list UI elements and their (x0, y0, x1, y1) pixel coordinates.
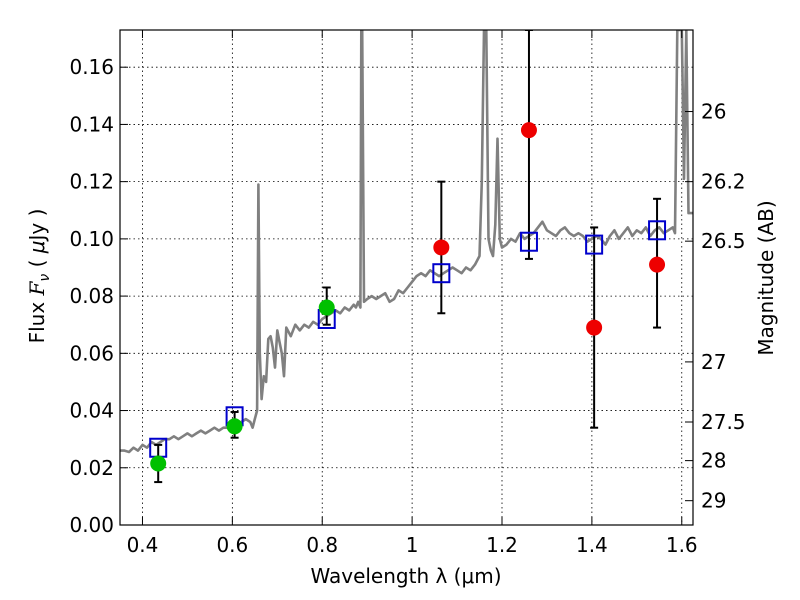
right-tick-label-4: 27.5 (701, 410, 746, 434)
y-tick-label-6: 0.12 (69, 170, 114, 194)
x-tick-label-5: 1.4 (576, 533, 608, 557)
detection-point-2 (318, 299, 335, 316)
plot-frame (119, 29, 694, 526)
right-tick-label-5: 28 (701, 449, 726, 473)
axes (119, 29, 694, 526)
y-label-symbol: F (25, 280, 49, 296)
y-tick-label-7: 0.14 (69, 112, 114, 136)
x-tick-label-2: 0.8 (306, 533, 338, 557)
right-axis-label: Magnitude (AB) (754, 200, 778, 355)
x-tick-label-6: 1.6 (666, 533, 698, 557)
y-tick-label-4: 0.08 (69, 284, 114, 308)
model-photometry-square-6 (648, 220, 667, 241)
model-photometry-square-3 (432, 263, 451, 284)
y-tick-label-5: 0.10 (69, 227, 114, 251)
right-tick-label-1: 26.2 (701, 170, 746, 194)
y-tick-label-0: 0.00 (69, 513, 114, 537)
y-label-unit-open: ( (25, 253, 49, 274)
right-tick-label-0: 26 (701, 100, 726, 124)
y-axis-label: Flux Fν ( μJy ) (25, 209, 53, 344)
grid (120, 30, 693, 525)
nir-point-0 (433, 239, 450, 256)
nir-point-2 (586, 319, 603, 336)
y-tick-label-1: 0.02 (69, 456, 114, 480)
spectrum-line (120, 30, 693, 454)
right-tick-label-3: 27 (701, 350, 726, 374)
nir-point-3 (649, 256, 666, 273)
x-tick-label-1: 0.6 (216, 533, 248, 557)
x-tick-label-4: 1.2 (486, 533, 518, 557)
y-label-unit-mu: μ (25, 240, 49, 254)
y-tick-label-2: 0.04 (69, 399, 114, 423)
detection-point-1 (226, 418, 243, 435)
x-tick-label-0: 0.4 (127, 533, 159, 557)
y-label-unit-rest: Jy ) (25, 209, 49, 243)
x-axis-label: Wavelength λ (μm) (310, 564, 501, 588)
nir-point-1 (520, 122, 537, 139)
marker-layer (149, 122, 667, 472)
right-tick-label-6: 29 (701, 489, 726, 513)
x-tick-label-3: 1 (406, 533, 419, 557)
y-tick-label-3: 0.06 (69, 341, 114, 365)
y-label-prefix: Flux (25, 295, 49, 343)
y-tick-label-8: 0.16 (69, 55, 114, 79)
errorbar-layer (154, 30, 662, 484)
spectrum-layer (120, 30, 693, 454)
model-photometry-square-5 (585, 234, 604, 255)
tick-labels: 0.4 0.6 0.8 1 1.2 1.4 1.6 0.00 0.02 0.04 0.06 0.08 0… (69, 55, 745, 557)
right-tick-label-2: 26.5 (701, 229, 746, 253)
y-label-subscript: ν (37, 274, 53, 282)
detection-point-0 (150, 455, 167, 472)
model-photometry-square-4 (519, 231, 538, 252)
